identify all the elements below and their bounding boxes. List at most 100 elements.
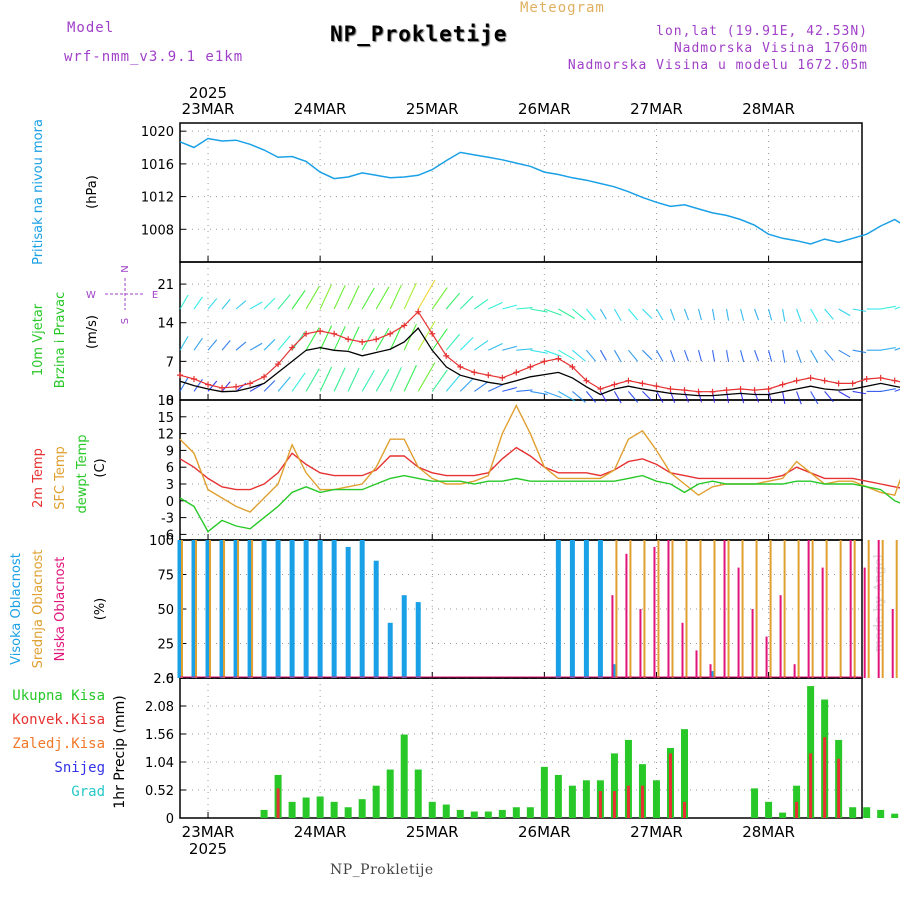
wind-arrow: [585, 349, 597, 362]
cloud-bar-0: [611, 664, 617, 678]
panel-frame-pressure: [179, 122, 863, 263]
cloud-bar-1: [237, 540, 240, 678]
cloud-bar-2: [849, 540, 852, 678]
wind-arrow: [375, 369, 390, 392]
wind-arrow: [628, 308, 639, 321]
cloud-bar-1: [223, 540, 226, 678]
compass-s: S: [120, 318, 131, 324]
wind-arrow: [669, 350, 676, 362]
wind-arrow: [249, 342, 263, 351]
panel-frame-temperature: [179, 399, 863, 541]
page-title: NP_Prokletije: [330, 22, 508, 46]
precip-bar-0: [877, 809, 885, 818]
cloud-bar-2: [723, 540, 726, 678]
wind-arrow: [333, 285, 346, 310]
wind-arrow: [179, 377, 189, 392]
precip-bar-0: [330, 801, 338, 818]
wind-arrow: [445, 375, 461, 392]
y-tick-label: 1.04: [145, 756, 174, 771]
wind-arrow: [894, 388, 900, 392]
cloud-bar-0: [247, 540, 253, 678]
wind-gust-marker: [387, 330, 394, 337]
wind-arrow: [417, 320, 436, 351]
wind-arrow: [880, 305, 896, 310]
cloud-bar-2: [891, 609, 894, 678]
y-tick-label: 1016: [141, 158, 174, 173]
cloud-bar-0: [387, 622, 393, 678]
wind-gust-marker: [415, 308, 422, 315]
precip-bar-0: [807, 686, 815, 818]
wind-ylabel-1: 10m Vjetar: [31, 303, 46, 376]
cloud-bar-1: [643, 540, 646, 678]
x-year-label-top: 2025: [189, 84, 227, 102]
wind-arrow: [319, 325, 333, 351]
model-name: wrf-nmm_v3.9.1 e1km: [64, 49, 244, 65]
cloud-bar-2: [667, 540, 670, 678]
y-tick-label: 2.6: [153, 672, 174, 687]
wind-arrow: [782, 308, 786, 322]
cloud-bar-2: [793, 664, 796, 678]
wind-gust-marker: [233, 383, 240, 390]
wind-gust-marker: [877, 374, 884, 381]
wind-gust-marker: [765, 385, 772, 392]
wind-arrow: [459, 337, 474, 351]
cloud-bar-1: [895, 540, 898, 678]
wind-arrow: [894, 347, 900, 351]
x-date-label-top: 26MAR: [518, 100, 571, 118]
cloud-ylabel-2: Srednja Oblacnost: [31, 550, 46, 669]
precip-bar-0: [498, 809, 506, 818]
wind-gust-marker: [681, 387, 688, 394]
wind-arrow: [880, 346, 896, 351]
wind-gust-marker: [709, 388, 716, 395]
wind-arrow: [642, 308, 653, 320]
model-label: Model: [67, 20, 115, 36]
y-tick-label: 25: [157, 638, 174, 653]
cloud-bar-1: [195, 540, 198, 678]
wind-arrow: [613, 349, 622, 363]
wind-arrow: [599, 308, 607, 320]
cloud-unit: (%): [93, 598, 108, 621]
wind-gust-marker: [583, 377, 590, 384]
temp-ylabel-2: SFC Temp: [53, 446, 68, 510]
wind-gust-marker: [303, 330, 310, 337]
temp-line-1: [179, 404, 900, 513]
temp-unit: (C): [93, 458, 108, 477]
temp-ylabel-1: 2m Temp: [31, 448, 46, 508]
wind-arrow: [838, 349, 851, 358]
wind-arrow: [725, 391, 730, 404]
cloud-bar-0: [569, 540, 575, 678]
y-tick-label: 21: [157, 278, 174, 293]
precip-bar-0: [344, 807, 352, 818]
wind-arrow: [473, 381, 489, 392]
cloud-bar-2: [625, 553, 628, 678]
cloud-bar-2: [751, 609, 754, 678]
y-tick-label: -6: [161, 528, 174, 543]
wind-gust-marker: [821, 377, 828, 384]
wind-gust-marker: [639, 380, 646, 387]
wind-gust-marker: [611, 381, 618, 388]
cloud-bar-2: [737, 567, 740, 678]
wind-arrow: [473, 298, 489, 310]
wind-gust-marker: [219, 384, 226, 391]
wind-gust-marker: [457, 363, 464, 370]
precip-bar-1: [668, 753, 672, 818]
cloud-bar-1: [615, 540, 618, 678]
cloud-bar-0: [373, 560, 379, 678]
wind-arrow: [697, 308, 702, 321]
wind-arrow: [558, 390, 576, 402]
cloud-bar-1: [209, 540, 212, 678]
wind-arrow: [249, 301, 263, 310]
wind-gust-marker: [247, 380, 254, 387]
wind-arrow: [585, 308, 597, 321]
wind-arrow: [754, 308, 760, 321]
wind-arrow: [725, 308, 730, 321]
wind-arrow: [347, 367, 360, 392]
cloud-bar-1: [881, 540, 884, 678]
wind-arrow: [389, 325, 402, 351]
panel-frame-precip: [179, 677, 863, 819]
compass-w: W: [86, 290, 96, 301]
cloud-bar-2: [807, 540, 810, 678]
pressure-unit: (hPa): [85, 175, 100, 209]
x-date-label-bottom: 23MAR: [182, 823, 235, 841]
y-tick-label: 1020: [141, 125, 174, 140]
